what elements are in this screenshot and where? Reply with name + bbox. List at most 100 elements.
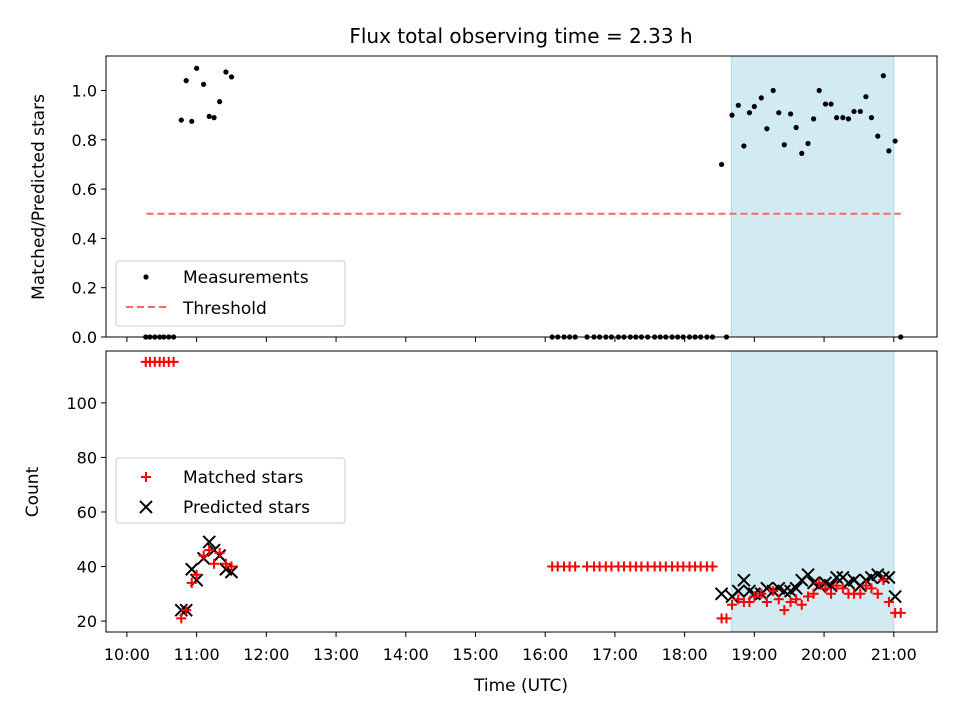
top-y-tick-label: 0.8	[72, 131, 97, 150]
measurement-point	[206, 113, 212, 119]
legend-measurements-label: Measurements	[183, 268, 309, 288]
measurement-point	[770, 87, 776, 94]
top-y-tick-label: 0.0	[72, 328, 97, 347]
measurement-point	[776, 110, 782, 116]
measurement-point	[718, 161, 725, 168]
x-tick-label: 21:00	[871, 645, 917, 664]
measurement-point	[840, 115, 846, 121]
matched-star-point	[803, 591, 814, 602]
measurement-point	[811, 116, 817, 122]
measurement-point	[228, 74, 235, 80]
ratio-panel: 0.0 0.2 0.4 0.6 0.8 1.0 Measurements Threshold	[72, 55, 938, 347]
matched-star-point	[214, 547, 225, 558]
predicted-star-point	[714, 587, 729, 601]
predicted-star-point	[777, 584, 792, 598]
measurement-point	[751, 103, 757, 110]
matched-star-point	[808, 588, 819, 599]
matched-star-point	[814, 577, 825, 588]
predicted-star-point	[202, 535, 216, 549]
measurement-point	[868, 115, 875, 121]
matched-star-point	[721, 613, 732, 624]
bottom-y-tick-label: 40	[77, 558, 97, 577]
predicted-star-point	[789, 581, 803, 596]
x-tick-label: 16:00	[522, 645, 568, 664]
measurement-point	[781, 142, 787, 148]
matched-star-point	[779, 605, 790, 616]
x-tick-label: 19:00	[731, 645, 777, 664]
x-tick-label: 10:00	[104, 645, 150, 664]
bottom-y-tick-label: 60	[77, 503, 97, 522]
matched-star-point	[191, 569, 202, 580]
measurement-point	[211, 115, 217, 121]
matched-star-point	[831, 580, 842, 591]
measurement-point	[201, 81, 207, 87]
matched-star-point	[768, 586, 779, 597]
count-panel: 20 40 60 80 100 10:00 11:00 12:00 13:00 14:00 15:…	[66, 350, 938, 664]
measurement-point	[758, 95, 764, 101]
x-axis-label: Time (UTC)	[473, 676, 568, 696]
bottom-y-tick-label: 100	[66, 394, 97, 413]
bottom-y-axis-label: Count	[23, 466, 43, 517]
measurement-point	[845, 116, 852, 122]
matched-star-point	[785, 596, 796, 607]
measurement-point	[892, 138, 898, 144]
x-tick-label: 13:00	[313, 645, 359, 664]
x-tick-label: 14:00	[383, 645, 429, 664]
measurement-point	[886, 148, 892, 154]
matched-star-point	[796, 599, 807, 610]
predicted-star-point	[888, 589, 902, 604]
measurement-point	[729, 112, 735, 118]
measurement-point	[189, 118, 195, 124]
measurement-point	[223, 69, 229, 75]
matched-star-point	[826, 588, 837, 599]
matched-star-point	[176, 613, 187, 624]
measurement-point	[217, 99, 223, 105]
measurement-point	[834, 115, 840, 121]
observing-window-highlight	[730, 350, 895, 633]
bottom-y-tick-label: 80	[77, 448, 97, 467]
measurement-point	[799, 150, 805, 156]
matched-star-point	[820, 583, 831, 594]
measurement-point	[851, 108, 857, 115]
matched-star-point	[895, 607, 906, 618]
matched-star-point	[744, 596, 755, 607]
matched-star-point	[872, 588, 883, 599]
measurement-point	[178, 117, 184, 123]
x-tick-label: 20:00	[801, 645, 847, 664]
measurement-point	[816, 87, 822, 94]
predicted-star-point	[824, 578, 838, 593]
predicted-star-point	[224, 565, 239, 579]
matched-star-point	[204, 545, 215, 556]
matched-star-point	[855, 588, 866, 599]
matched-star-point	[198, 550, 209, 561]
measurement-point	[828, 101, 834, 107]
measurement-point	[735, 102, 741, 108]
count-legend-box	[115, 457, 346, 524]
x-tick-label: 15:00	[452, 645, 498, 664]
matched-star-point	[570, 561, 581, 572]
x-tick-label: 17:00	[592, 645, 638, 664]
matched-star-point	[168, 356, 179, 367]
predicted-star-point	[829, 570, 844, 585]
matched-star-point	[733, 594, 744, 605]
predicted-star-point	[801, 568, 815, 582]
ratio-panel-frame	[105, 55, 938, 338]
legend-matched-marker	[141, 472, 151, 482]
predicted-star-point	[882, 570, 896, 585]
measurement-point	[764, 126, 770, 132]
matched-star-point	[883, 596, 894, 607]
x-tick-label: 18:00	[662, 645, 708, 664]
matched-star-point	[761, 596, 772, 607]
measurement-point	[746, 110, 753, 116]
x-tick-label: 12:00	[243, 645, 289, 664]
measurement-point	[875, 133, 881, 139]
top-y-tick-label: 0.6	[72, 180, 97, 199]
top-y-tick-label: 1.0	[72, 82, 97, 101]
measurement-point	[822, 101, 829, 107]
legend-predicted-label: Predicted stars	[183, 498, 310, 518]
measurement-point	[741, 143, 747, 149]
legend-matched-label: Matched stars	[183, 468, 303, 488]
legend-predicted-marker	[139, 500, 153, 514]
matched-star-point	[756, 588, 767, 599]
